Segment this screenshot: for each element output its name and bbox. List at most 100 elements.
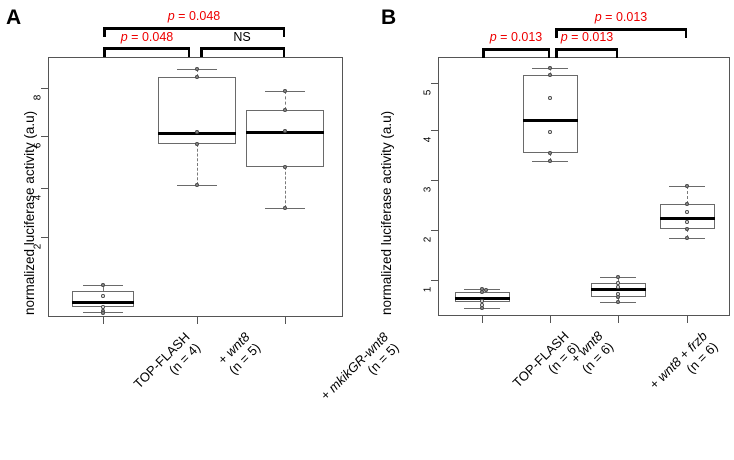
panel-b-box3-point bbox=[616, 275, 620, 279]
panel-b-box2-point bbox=[548, 159, 552, 163]
panel-b-bracket-left bbox=[482, 48, 550, 58]
panel-b-box4-point bbox=[685, 184, 689, 188]
panel-a-annotation-outer: p = 0.048 bbox=[167, 9, 221, 23]
panel-a-box3-point bbox=[283, 89, 287, 93]
panel-b-ytick-label-2: 2 bbox=[422, 236, 434, 243]
panel-b-box4-point bbox=[685, 210, 689, 214]
panel-b-letter: B bbox=[381, 6, 397, 29]
panel-b-box3-point bbox=[616, 285, 620, 289]
panel-a-box2-upper-whisker bbox=[197, 69, 198, 77]
panel-a-box3-point bbox=[283, 129, 287, 133]
panel-a-box1-point bbox=[101, 311, 105, 315]
panel-b-box2-point bbox=[548, 151, 552, 155]
panel-b-bracket-middle-bar bbox=[555, 48, 618, 51]
panel-b-ytick-label-1: 1 bbox=[422, 286, 434, 293]
panel-a-box3 bbox=[246, 110, 324, 167]
panel-b-box4-median bbox=[660, 217, 715, 220]
panel-a-annotation-left: p = 0.048 bbox=[120, 30, 174, 44]
panel-b-box4-point bbox=[685, 227, 689, 231]
panel-b-bracket-left-right-foot bbox=[547, 48, 550, 58]
panel-b-bracket-top-right-foot bbox=[684, 28, 687, 38]
panel-a-ytick-mark-2 bbox=[41, 237, 48, 238]
panel-b-box2-point bbox=[548, 96, 552, 100]
panel-a-plot-frame bbox=[48, 57, 343, 317]
panel-b-annotation-left: p = 0.013 bbox=[489, 30, 543, 44]
panel-a-box1-point bbox=[101, 283, 105, 287]
panel-a-letter: A bbox=[6, 6, 22, 29]
panel-b-xtick-mark-1 bbox=[482, 316, 483, 323]
panel-b-annotation-top: p = 0.013 bbox=[594, 10, 648, 24]
panel-a-bracket-left-bar bbox=[103, 47, 190, 50]
panel-a-box3-upper-whisker bbox=[285, 91, 286, 110]
panel-b-ytick-label-3: 3 bbox=[422, 186, 434, 193]
panel-a-box2-point bbox=[195, 142, 199, 146]
panel-a-bracket-right-bar bbox=[200, 47, 285, 50]
panel-b-box4-point bbox=[685, 220, 689, 224]
panel-a-xtick-mark-3 bbox=[285, 317, 286, 324]
panel-b-annotation-middle: p = 0.013 bbox=[560, 30, 614, 44]
panel-b-ytick-mark-4 bbox=[431, 130, 438, 131]
panel-a-box1-point bbox=[101, 294, 105, 298]
panel-b-box2-median bbox=[523, 119, 578, 122]
panel-b: B normalized luciferase activity (a.u) 1… bbox=[367, 0, 734, 460]
panel-b-box4-point bbox=[685, 236, 689, 240]
panel-a-bracket-right-left-foot bbox=[200, 47, 203, 57]
panel-b-ytick-mark-2 bbox=[431, 230, 438, 231]
panel-b-box4-upper-whisker bbox=[687, 186, 688, 204]
panel-b-bracket-top-bar bbox=[555, 28, 687, 31]
panel-a-xtick-mark-1 bbox=[103, 317, 104, 324]
panel-b-box1-point bbox=[480, 306, 484, 310]
panel-a-box1-point bbox=[101, 305, 105, 309]
panel-a-xlabel-2: + wnt8 (n = 5) bbox=[215, 329, 263, 378]
panel-a-box3-point bbox=[283, 165, 287, 169]
panel-a-bracket-outer-bar bbox=[103, 27, 285, 30]
panel-a-box3-point bbox=[283, 206, 287, 210]
panel-a-bracket-outer bbox=[103, 27, 285, 37]
panel-b-box2-point bbox=[548, 66, 552, 70]
panel-a-box2-point bbox=[195, 67, 199, 71]
panel-a-box3-lower-whisker bbox=[285, 167, 286, 208]
panel-b-y-axis-title: normalized luciferase activity (a.u) bbox=[379, 110, 394, 315]
panel-b-ytick-mark-1 bbox=[431, 280, 438, 281]
panel-b-box1-point bbox=[480, 299, 484, 303]
panel-b-box3-upper-whisker bbox=[618, 277, 619, 283]
panel-b-xlabel-3: + wnt8 + frzb (n = 6) bbox=[646, 328, 721, 403]
panel-b-bracket-left-left-foot bbox=[482, 48, 485, 58]
panel-a-bracket-right-right-foot bbox=[282, 47, 285, 57]
panel-a-bracket-left-left-foot bbox=[103, 47, 106, 57]
panel-a-box2-point bbox=[195, 130, 199, 134]
panel-a-ytick-label-4: 4 bbox=[32, 194, 44, 201]
panel-a-bracket-right bbox=[200, 47, 285, 57]
panel-b-ytick-mark-5 bbox=[431, 83, 438, 84]
panel-b-bracket-top-left-foot bbox=[555, 28, 558, 38]
panel-b-plot-frame bbox=[438, 57, 730, 316]
panel-a-box3-point bbox=[283, 108, 287, 112]
panel-b-bracket-top bbox=[555, 28, 687, 38]
panel-b-box3-median bbox=[591, 288, 646, 291]
panel-b-ytick-label-5: 5 bbox=[422, 89, 434, 96]
panel-a: A normalized luciferase activity (a.u) 2… bbox=[6, 6, 401, 403]
panel-a-box1-upper-whisker bbox=[103, 285, 104, 291]
panel-b-ytick-mark-3 bbox=[431, 180, 438, 181]
panel-b-box3-lower-whisker bbox=[618, 297, 619, 302]
panel-b-box1-median bbox=[455, 297, 510, 300]
panel-b-box1-point bbox=[480, 290, 484, 294]
panel-b-box2-point bbox=[548, 73, 552, 77]
panel-b-bracket-middle-right-foot bbox=[615, 48, 618, 58]
panel-a-box2-lower-whisker bbox=[197, 144, 198, 185]
panel-a-bracket-outer-left-foot bbox=[103, 27, 106, 37]
panel-a-bracket-outer-right-foot bbox=[282, 27, 285, 37]
panel-b-xtick-mark-3 bbox=[618, 316, 619, 323]
panel-a-xlabel-1: TOP-FLASH (n = 4) bbox=[131, 329, 203, 402]
panel-b-ytick-label-4: 4 bbox=[422, 136, 434, 143]
panel-b-box4-point bbox=[685, 202, 689, 206]
panel-b-xlabel-4-line1: + wnt8 + mkikGR-frzb bbox=[730, 328, 734, 428]
panel-a-ytick-mark-6 bbox=[41, 136, 48, 137]
panel-a-box2-point bbox=[195, 183, 199, 187]
panel-b-box2-upper-whisker bbox=[550, 68, 551, 75]
panel-a-ytick-label-8: 8 bbox=[32, 94, 44, 101]
panel-b-bracket-middle bbox=[555, 48, 618, 58]
panel-a-ytick-mark-8 bbox=[41, 88, 48, 89]
panel-b-xtick-mark-4 bbox=[687, 316, 688, 323]
panel-a-annotation-right: NS bbox=[233, 30, 251, 44]
